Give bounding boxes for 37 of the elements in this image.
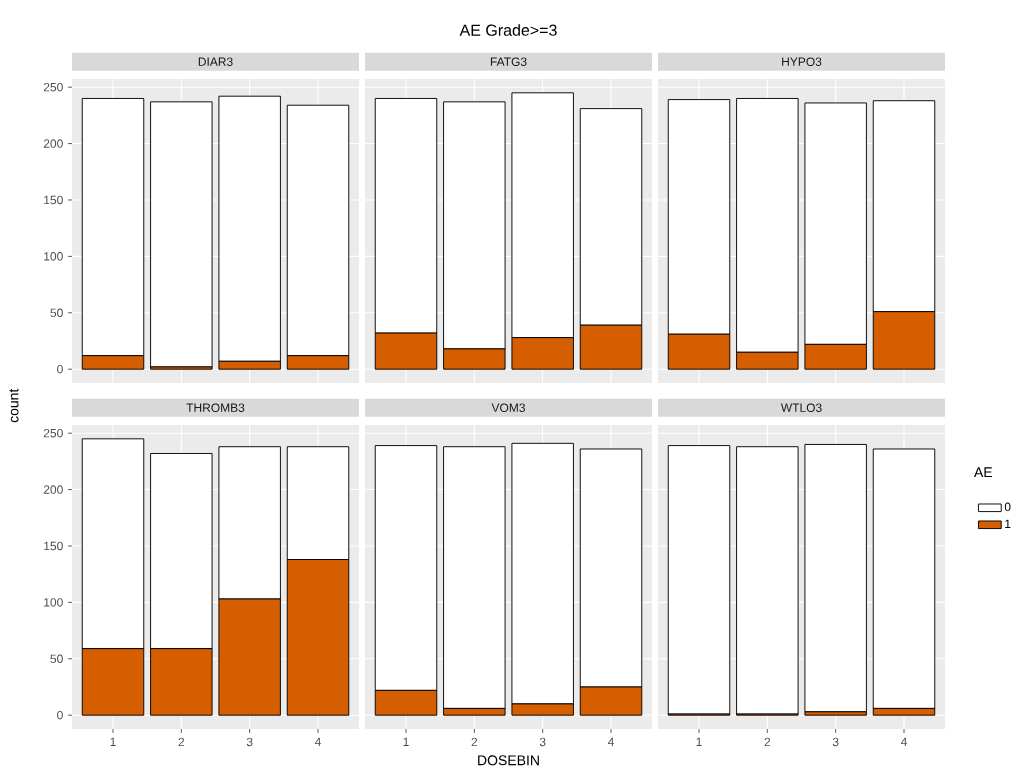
y-tick-label: 0: [57, 710, 63, 720]
bar: [804, 443, 867, 713]
x-tick-label: 1: [696, 737, 702, 746]
x-tick-label: 2: [178, 737, 185, 747]
y-tick-label: 250: [43, 82, 63, 92]
y-tick-label: 100: [44, 252, 63, 261]
y-tick-label: 200: [43, 139, 63, 148]
x-axis-title: DOSEBIN: [478, 755, 539, 766]
x-tick-label: 4: [900, 737, 907, 746]
chart-subtitle: VOM3: [491, 403, 525, 412]
y-tick-label: 150: [44, 195, 63, 205]
chart-subtitle: THROMB3: [186, 403, 245, 412]
y-tick-label: 50: [50, 308, 63, 318]
chart-subtitle: DIAR3: [198, 57, 233, 66]
x-tick-label: 1: [110, 737, 116, 746]
x-tick-label: 4: [607, 737, 614, 746]
chart-subtitle: HYPO3: [782, 57, 822, 66]
x-tick-label: 4: [314, 737, 321, 746]
legend-label: 1: [1005, 519, 1011, 528]
x-tick-label: 3: [539, 737, 546, 747]
chart-title: AE Grade>=3: [459, 24, 557, 36]
chart-subtitle: WTLO3: [780, 403, 822, 412]
y-tick-label: 0: [57, 364, 63, 374]
chart-subtitle: FATG3: [490, 57, 527, 66]
y-axis-title: count: [9, 388, 19, 423]
y-tick-label: 200: [43, 485, 63, 494]
y-tick-label: 250: [43, 428, 63, 438]
y-tick-label: 100: [44, 598, 63, 607]
legend-label: 0: [1004, 502, 1011, 512]
x-tick-label: 2: [471, 737, 478, 747]
y-tick-label: 50: [50, 654, 63, 664]
x-tick-label: 2: [764, 737, 771, 747]
legend-title: AE: [974, 467, 993, 477]
x-tick-label: 1: [403, 737, 409, 746]
y-tick-label: 150: [44, 541, 63, 551]
x-tick-label: 3: [246, 737, 253, 747]
x-tick-label: 3: [832, 737, 839, 747]
